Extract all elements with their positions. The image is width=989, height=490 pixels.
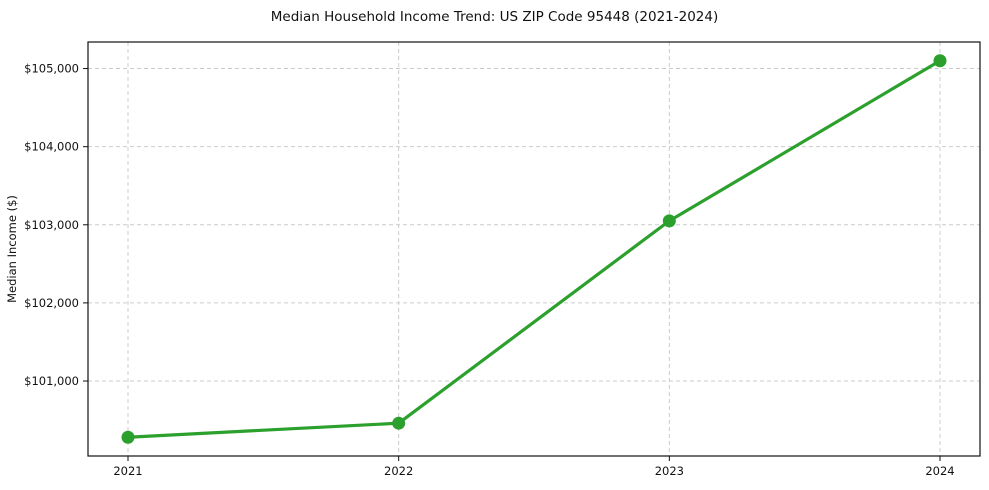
x-tick-label: 2023 [655, 464, 684, 478]
data-point-marker [933, 54, 947, 68]
y-tick-label: $104,000 [24, 140, 79, 154]
y-tick-label: $103,000 [24, 218, 79, 232]
y-axis-label: Median Income ($) [5, 195, 19, 303]
x-tick-label: 2024 [925, 464, 954, 478]
chart-title: Median Household Income Trend: US ZIP Co… [270, 9, 719, 25]
y-tick-label: $102,000 [24, 296, 79, 310]
y-tick-label: $101,000 [24, 374, 79, 388]
data-point-marker [392, 416, 406, 430]
y-tick-label: $105,000 [24, 62, 79, 76]
plot-border [87, 41, 981, 457]
data-point-marker [121, 430, 135, 444]
data-point-marker [662, 214, 676, 228]
trend-line [126, 59, 942, 439]
x-tick-label: 2021 [113, 464, 142, 478]
x-tick-label: 2022 [384, 464, 413, 478]
